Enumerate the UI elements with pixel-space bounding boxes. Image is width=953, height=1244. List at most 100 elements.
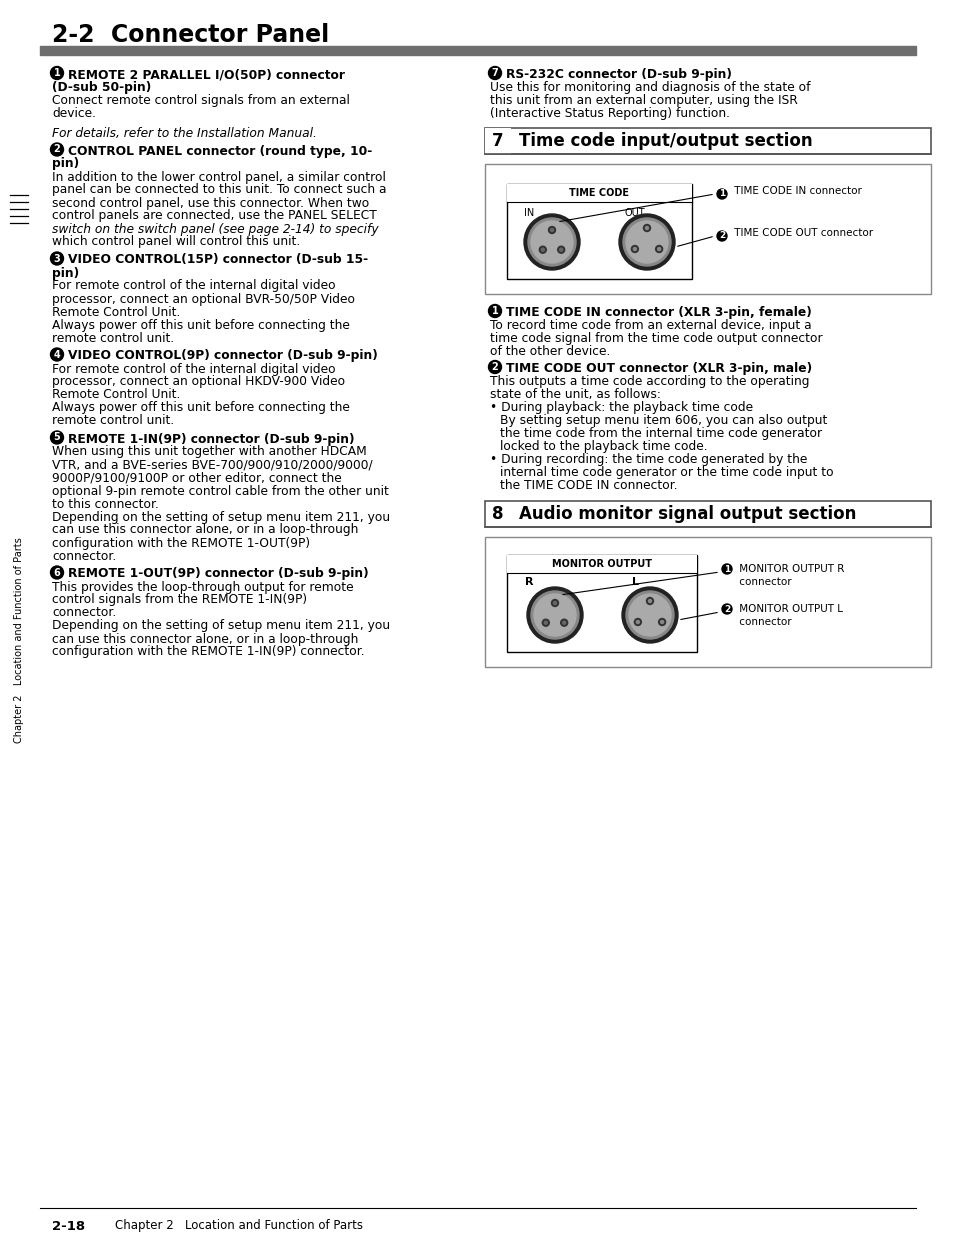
Circle shape [633,248,636,250]
Bar [484,164,930,294]
Circle shape [559,249,562,251]
Text: (D-sub 50-pin): (D-sub 50-pin) [52,81,152,95]
Bar [40,46,915,55]
Text: Remote Control Unit.: Remote Control Unit. [52,306,180,318]
Circle shape [558,246,564,254]
Circle shape [541,620,549,626]
Text: This provides the loop-through output for remote: This provides the loop-through output fo… [52,581,354,593]
Text: 4: 4 [53,350,60,360]
Text: internal time code generator or the time code input to: internal time code generator or the time… [499,466,833,479]
Text: 1: 1 [719,189,724,199]
Text: TIME CODE OUT connector: TIME CODE OUT connector [730,228,872,238]
Circle shape [621,587,678,643]
Text: Always power off this unit before connecting the: Always power off this unit before connec… [52,318,350,331]
Text: MONITOR OUTPUT L: MONITOR OUTPUT L [735,605,842,615]
Text: connector: connector [735,577,791,587]
Text: which control panel will control this unit.: which control panel will control this un… [52,235,300,249]
Text: IN: IN [523,208,534,218]
Text: remote control unit.: remote control unit. [52,414,174,428]
Text: This outputs a time code according to the operating: This outputs a time code according to th… [490,374,809,388]
Text: Time code input/output section: Time code input/output section [518,132,812,151]
Circle shape [717,231,726,241]
Text: can use this connector alone, or in a loop-through: can use this connector alone, or in a lo… [52,632,358,646]
Circle shape [534,593,576,636]
Circle shape [51,566,64,578]
Circle shape [646,597,653,605]
Circle shape [538,246,546,254]
Circle shape [643,224,650,231]
Circle shape [523,214,579,270]
Text: 5: 5 [53,433,60,443]
Text: control panels are connected, use the PANEL SELECT: control panels are connected, use the PA… [52,209,376,223]
Circle shape [634,618,640,626]
Text: • During recording: the time code generated by the: • During recording: the time code genera… [490,453,806,466]
Text: processor, connect an optional BVR-50/50P Video: processor, connect an optional BVR-50/50… [52,292,355,306]
Circle shape [51,253,64,265]
Bar [506,555,697,652]
Text: Depending on the setting of setup menu item 211, you: Depending on the setting of setup menu i… [52,510,390,524]
Text: TIME CODE: TIME CODE [569,188,629,198]
Circle shape [658,618,665,626]
Text: L: L [631,577,639,587]
Text: Chapter 2   Location and Function of Parts: Chapter 2 Location and Function of Parts [14,537,24,743]
Text: VIDEO CONTROL(9P) connector (D-sub 9-pin): VIDEO CONTROL(9P) connector (D-sub 9-pin… [68,350,377,362]
Text: this unit from an external computer, using the ISR: this unit from an external computer, usi… [490,95,797,107]
Text: (Interactive Status Reporting) function.: (Interactive Status Reporting) function. [490,107,729,119]
Text: pin): pin) [52,158,79,170]
Circle shape [625,591,673,639]
Text: 9000P/9100/9100P or other editor, connect the: 9000P/9100/9100P or other editor, connec… [52,471,341,484]
Text: For remote control of the internal digital video: For remote control of the internal digit… [52,362,335,376]
Circle shape [51,430,64,444]
Text: VTR, and a BVE-series BVE-700/900/910/2000/9000/: VTR, and a BVE-series BVE-700/900/910/20… [52,459,373,471]
Text: • During playback: the playback time code: • During playback: the playback time cod… [490,401,752,414]
Bar [484,128,930,154]
Text: panel can be connected to this unit. To connect such a: panel can be connected to this unit. To … [52,184,386,197]
Text: to this connector.: to this connector. [52,498,159,510]
Text: the TIME CODE IN connector.: the TIME CODE IN connector. [499,479,677,491]
Text: can use this connector alone, or in a loop-through: can use this connector alone, or in a lo… [52,524,358,536]
Text: 3: 3 [53,254,60,264]
Text: Remote Control Unit.: Remote Control Unit. [52,388,180,402]
Circle shape [659,621,663,623]
Text: OUT: OUT [624,208,645,218]
Text: When using this unit together with another HDCAM: When using this unit together with anoth… [52,445,366,459]
Text: Connect remote control signals from an external: Connect remote control signals from an e… [52,95,350,107]
Circle shape [531,591,578,639]
Text: Use this for monitoring and diagnosis of the state of: Use this for monitoring and diagnosis of… [490,81,810,95]
Circle shape [625,221,667,262]
Circle shape [51,348,64,361]
Circle shape [562,621,565,624]
Text: configuration with the REMOTE 1-OUT(9P): configuration with the REMOTE 1-OUT(9P) [52,536,310,550]
Text: VIDEO CONTROL(15P) connector (D-sub 15-: VIDEO CONTROL(15P) connector (D-sub 15- [68,254,368,266]
Text: 1: 1 [53,68,60,78]
Text: Chapter 2   Location and Function of Parts: Chapter 2 Location and Function of Parts [115,1219,363,1233]
Text: 2-2  Connector Panel: 2-2 Connector Panel [52,22,329,47]
Text: REMOTE 1-IN(9P) connector (D-sub 9-pin): REMOTE 1-IN(9P) connector (D-sub 9-pin) [68,433,355,445]
Text: configuration with the REMOTE 1-IN(9P) connector.: configuration with the REMOTE 1-IN(9P) c… [52,646,364,658]
Circle shape [721,564,731,573]
Text: By setting setup menu item 606, you can also output: By setting setup menu item 606, you can … [499,414,826,427]
Circle shape [721,605,731,615]
Bar [484,537,930,667]
Text: second control panel, use this connector. When two: second control panel, use this connector… [52,197,369,209]
Text: Depending on the setting of setup menu item 211, you: Depending on the setting of setup menu i… [52,620,390,632]
Circle shape [550,229,553,231]
Circle shape [645,226,648,229]
Circle shape [553,602,556,605]
Text: MONITOR OUTPUT: MONITOR OUTPUT [552,559,651,569]
Circle shape [628,593,670,636]
Circle shape [526,587,582,643]
Text: RS-232C connector (D-sub 9-pin): RS-232C connector (D-sub 9-pin) [505,68,731,81]
Text: To record time code from an external device, input a: To record time code from an external dev… [490,318,811,332]
Text: REMOTE 2 PARALLEL I/O(50P) connector: REMOTE 2 PARALLEL I/O(50P) connector [68,68,345,81]
Text: 6: 6 [53,567,60,577]
Text: 8: 8 [492,505,503,522]
Circle shape [544,621,547,624]
Circle shape [51,66,64,80]
Bar [484,128,511,154]
Text: 2: 2 [491,362,497,372]
Text: 2: 2 [719,231,724,240]
Text: R: R [524,577,533,587]
Text: control signals from the REMOTE 1-IN(9P): control signals from the REMOTE 1-IN(9P) [52,593,307,607]
Circle shape [560,620,567,626]
